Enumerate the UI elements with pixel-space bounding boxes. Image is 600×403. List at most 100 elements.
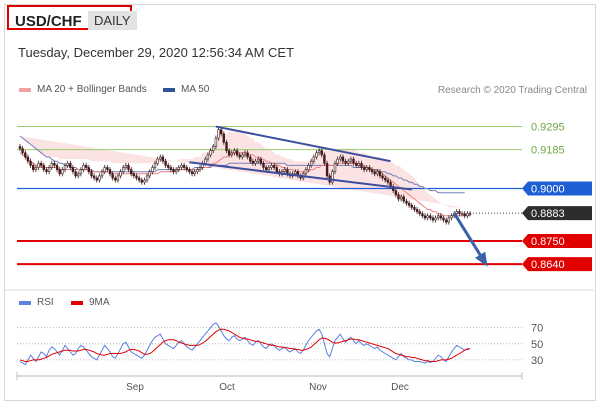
candle-body [77,173,80,177]
candle-body [153,163,157,168]
rsi-tick-50: 50 [531,339,543,351]
candle-body [140,179,143,183]
candle-body [397,194,400,200]
candle-body [243,152,247,156]
candle-body [309,160,313,166]
candle-body [413,207,416,210]
x-tick-dec: Dec [391,382,409,393]
candle-body [230,152,233,156]
candle-body [47,167,51,172]
candle-body [241,154,244,158]
candle-body [159,156,162,160]
candle-body [312,156,315,162]
candle-body [225,142,228,152]
candle-body [394,190,398,196]
candle-body [434,217,437,221]
candle-body [190,171,194,175]
level-tag-0.9000 [522,181,592,196]
candle-body [421,213,424,217]
candle-body [386,179,390,183]
candle-body [55,165,59,170]
candle-body [82,165,85,170]
candle-body [235,150,239,156]
candle-body [378,171,382,177]
candle-body [294,171,297,175]
level-label-0.8883: 0.8883 [531,208,565,220]
candle-body [436,215,440,219]
x-tick-oct: Oct [219,382,235,393]
candle-body [357,163,360,166]
candle-body [339,156,342,160]
candle-body [193,171,196,175]
level-label-0.9295: 0.9295 [531,122,565,134]
candle-body [381,175,384,179]
rsi-tick-30: 30 [531,355,543,367]
candle-body [180,165,183,168]
candle-body [415,209,419,212]
candle-body [262,163,265,168]
level-label-0.8640: 0.8640 [531,259,565,271]
candle-body [164,160,167,166]
candle-body [360,163,363,168]
candle-body [362,167,366,170]
candle-body [74,171,77,177]
candle-body [98,175,101,181]
candle-body [85,165,88,168]
candle-body [323,154,326,164]
level-tag-0.8750 [522,234,592,248]
candle-body [148,171,151,177]
candle-body [61,169,64,175]
candle-body [151,167,154,172]
candle-body [407,202,411,206]
candle-body [429,215,432,219]
candle-body [106,167,109,170]
candle-body [214,137,218,147]
candle-body [182,165,186,168]
candle-body [270,165,273,168]
candle-body [376,171,379,175]
candle-body [227,150,231,156]
candle-body [418,211,421,215]
candle-body [29,160,32,166]
chart-datetime: Tuesday, December 29, 2020 12:56:34 AM C… [18,45,295,60]
candle-body [431,217,435,221]
level-label-0.8750: 0.8750 [531,236,565,248]
candle-body [384,177,387,181]
level-tag-0.8883 [522,206,592,221]
candle-body [405,200,408,204]
candle-body [87,167,91,172]
candle-body [103,167,106,172]
candle-body [185,167,188,170]
candle-body [100,171,104,177]
ma9-legend-label: 9MA [89,297,110,308]
candle-body [204,158,207,164]
candle-body [468,213,472,215]
candle-body [69,163,72,168]
ma9-legend-swatch [71,301,83,305]
candle-body [272,165,276,168]
candle-body [455,211,458,215]
candle-body [275,167,278,172]
candle-body [111,173,114,179]
candle-body [21,148,24,154]
symbol-label: USD/CHF [15,13,82,30]
candle-body [344,160,347,164]
candle-body [249,156,252,162]
candle-body [161,156,165,162]
candle-body [172,169,175,173]
candle-body [373,171,376,175]
candle-body [188,169,191,173]
candle-body [444,219,448,223]
period-badge[interactable]: DAILY [88,11,137,30]
candle-body [122,167,125,172]
candle-body [58,169,61,175]
candle-body [251,160,255,164]
candle-body [222,133,225,143]
ma50-legend-label: MA 50 [181,84,210,95]
candle-body [116,175,120,181]
candle-body [254,160,257,164]
forecast-arrowhead [475,251,488,267]
candle-body [317,150,321,154]
candle-body [233,150,236,154]
candle-body [156,158,159,164]
